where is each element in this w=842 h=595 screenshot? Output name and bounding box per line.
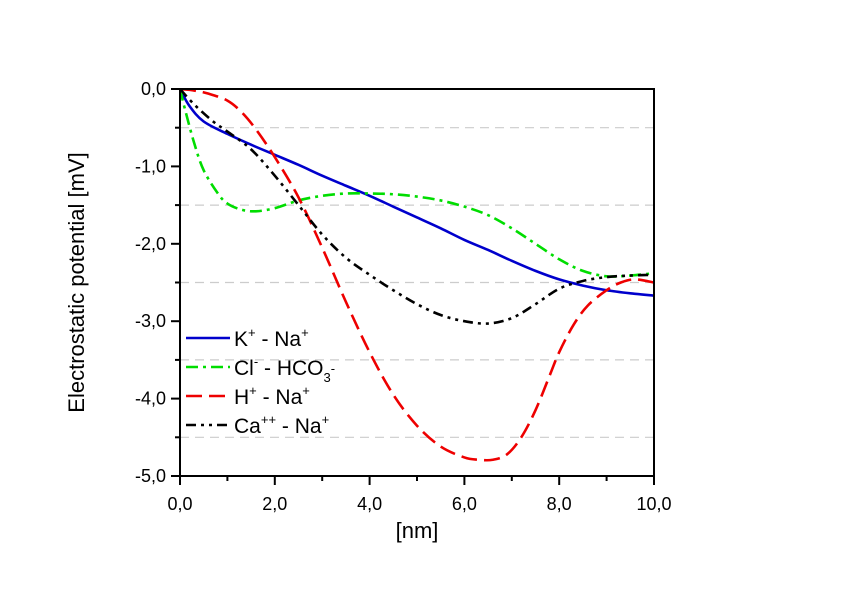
y-axis-title: Electrostatic potential [mV]	[64, 152, 89, 412]
x-tick-label: 2,0	[262, 494, 287, 514]
legend-label-ca-na: Ca++ - Na+	[234, 412, 329, 438]
x-tick-label: 6,0	[452, 494, 477, 514]
legend: K+ - Na+ Cl- - HCO3-H+ - Na+ Ca++ - Na+	[186, 325, 335, 438]
y-tick-label: -3,0	[135, 311, 166, 331]
y-tick-label: -2,0	[135, 234, 166, 254]
x-axis-title: [nm]	[396, 518, 439, 543]
y-axis-ticks: 0,0 -1,0 -2,0 -3,0 -4,0 -5,0	[135, 79, 180, 486]
series-lines	[180, 89, 654, 462]
legend-label-k-na: K+ - Na+	[234, 325, 309, 351]
x-tick-label: 4,0	[357, 494, 382, 514]
series-line-ca-na	[180, 89, 654, 325]
y-tick-label: -1,0	[135, 156, 166, 176]
series-line-cl-hco3	[180, 89, 654, 278]
x-axis-ticks: 0,0 2,0 4,0 6,0 8,0 10,0	[167, 476, 672, 514]
legend-label-h-na: H+ - Na+	[234, 383, 310, 409]
y-tick-label: 0,0	[141, 79, 166, 99]
x-tick-label: 0,0	[167, 494, 192, 514]
x-tick-label: 8,0	[547, 494, 572, 514]
x-tick-label: 10,0	[636, 494, 671, 514]
y-tick-label: -5,0	[135, 466, 166, 486]
legend-label-cl-hco3: Cl- - HCO3-	[234, 354, 335, 385]
series-line-h-na	[180, 89, 654, 462]
series-line-k-na	[180, 89, 654, 297]
y-tick-label: -4,0	[135, 389, 166, 409]
